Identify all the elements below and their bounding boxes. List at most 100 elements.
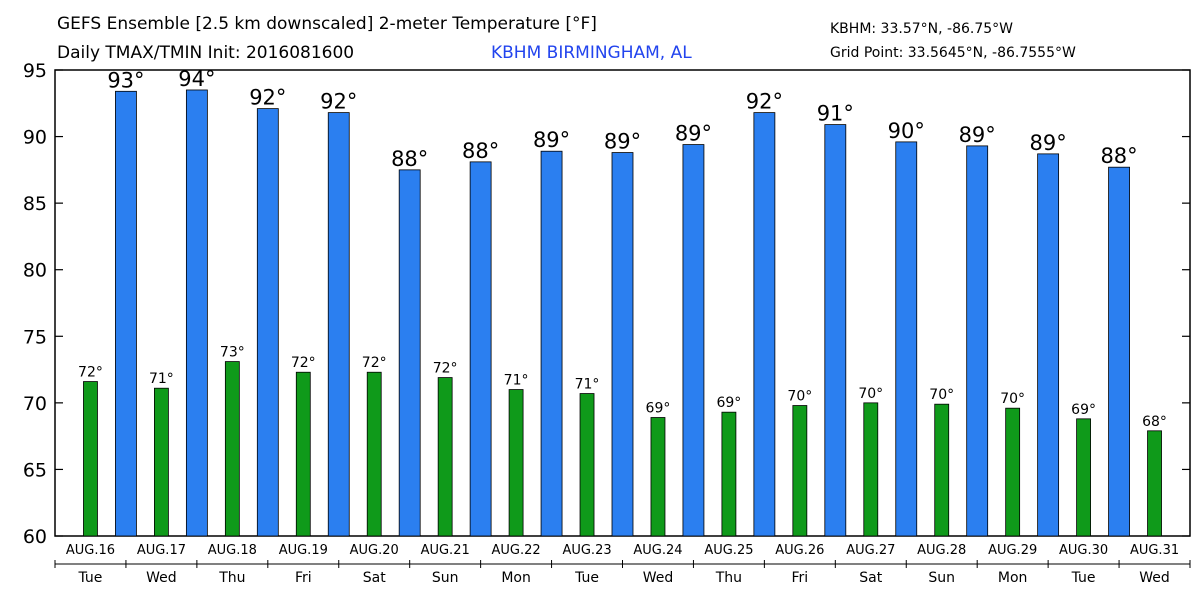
x-day-label: Thu (218, 570, 245, 586)
tmax-value-label: 89° (533, 128, 570, 152)
y-tick-label: 85 (23, 193, 47, 215)
tmin-value-label: 69° (1071, 402, 1096, 418)
chart-title: GEFS Ensemble [2.5 km downscaled] 2-mete… (57, 14, 597, 34)
x-date-label: AUG.29 (988, 543, 1037, 558)
tmax-value-label: 88° (391, 147, 428, 171)
tmax-bar (966, 145, 989, 537)
x-day-label: Mon (501, 570, 531, 586)
tmax-bar (256, 108, 279, 537)
tmin-bar (650, 417, 666, 537)
tmin-value-label: 72° (78, 365, 103, 381)
tmax-bar (327, 112, 350, 537)
tmax-value-label: 90° (888, 119, 925, 143)
x-date-label: AUG.22 (492, 543, 541, 558)
tmax-value-label: 89° (675, 122, 712, 146)
x-day-label: Sat (859, 570, 882, 586)
x-day-label: Tue (574, 570, 599, 586)
y-tick-label: 60 (23, 526, 47, 548)
tmin-bar (83, 381, 98, 537)
tmax-bar (895, 141, 918, 537)
tmin-value-label: 69° (646, 401, 671, 417)
x-day-label: Tue (78, 570, 103, 586)
tmin-bar (508, 389, 524, 537)
grid-point-coordinates: Grid Point: 33.5645°N, -86.7555°W (830, 45, 1076, 61)
tmax-bar (398, 169, 421, 537)
x-date-label: AUG.21 (421, 543, 470, 558)
tmin-value-label: 71° (504, 373, 529, 389)
chart-subtitle: Daily TMAX/TMIN Init: 2016081600 (57, 43, 355, 63)
tmin-bar (437, 377, 453, 537)
tmax-bar (1037, 153, 1060, 537)
x-day-label: Mon (998, 570, 1028, 586)
tmax-value-label: 91° (817, 102, 854, 126)
tmin-bar (295, 371, 311, 537)
tmax-bar (824, 124, 847, 537)
tmin-value-label: 72° (362, 355, 387, 371)
tmin-bar (934, 403, 950, 537)
x-date-label: AUG.19 (279, 543, 328, 558)
tmin-value-label: 71° (575, 377, 600, 393)
x-day-label: Wed (146, 570, 177, 586)
tmax-value-label: 89° (604, 130, 641, 154)
x-day-label: Wed (1139, 570, 1170, 586)
x-date-label: AUG.25 (704, 543, 753, 558)
tmin-bar (1076, 418, 1091, 537)
y-tick-label: 95 (23, 60, 47, 82)
y-tick-label: 70 (23, 393, 47, 415)
tmin-bar (1005, 407, 1021, 537)
x-day-label: Fri (295, 570, 312, 586)
station-name: KBHM BIRMINGHAM, AL (491, 43, 692, 63)
x-day-label: Sat (363, 570, 386, 586)
tmin-bar (721, 411, 737, 537)
x-date-label: AUG.20 (350, 543, 399, 558)
x-date-label: AUG.26 (775, 543, 824, 558)
tmin-value-label: 72° (433, 361, 458, 377)
x-date-label: AUG.16 (66, 543, 115, 558)
tmin-value-label: 69° (716, 395, 741, 411)
y-tick-label: 90 (23, 127, 47, 149)
x-date-label: AUG.18 (208, 543, 257, 558)
tmin-bar (863, 402, 879, 537)
x-day-label: Thu (715, 570, 742, 586)
tmax-bar (469, 161, 492, 537)
tmin-bar (224, 361, 240, 537)
tmin-value-label: 70° (858, 386, 883, 402)
tmin-bar (154, 387, 169, 537)
tmax-bar (115, 90, 137, 537)
tmin-value-label: 72° (291, 355, 316, 371)
tmin-value-label: 68° (1142, 414, 1167, 430)
tmax-value-label: 92° (320, 90, 357, 114)
tmax-value-label: 92° (746, 90, 783, 114)
tmin-value-label: 71° (149, 371, 174, 387)
x-date-label: AUG.30 (1059, 543, 1108, 558)
tmax-value-label: 88° (462, 139, 499, 163)
tmin-bar (1147, 430, 1162, 537)
x-date-label: AUG.17 (137, 543, 186, 558)
x-day-label: Fri (792, 570, 809, 586)
x-day-label: Sun (928, 570, 955, 586)
tmin-bar (366, 371, 382, 537)
tmax-bar (753, 112, 776, 537)
tmax-bar (1108, 166, 1130, 537)
tmax-value-label: 89° (1030, 131, 1067, 155)
x-date-label: AUG.27 (846, 543, 895, 558)
x-day-label: Tue (1071, 570, 1096, 586)
tmin-value-label: 70° (929, 387, 954, 403)
tmax-value-label: 94° (178, 67, 215, 91)
tmin-value-label: 70° (1000, 391, 1025, 407)
tmax-value-label: 92° (249, 86, 286, 110)
tmax-bar (682, 144, 705, 537)
station-coordinates: KBHM: 33.57°N, -86.75°W (830, 21, 1013, 37)
tmax-bar (611, 152, 634, 537)
x-date-label: AUG.23 (562, 543, 611, 558)
x-date-label: AUG.28 (917, 543, 966, 558)
x-day-label: Wed (643, 570, 674, 586)
tmax-bar (185, 89, 208, 537)
tmax-value-label: 88° (1100, 144, 1137, 168)
tmax-value-label: 93° (107, 68, 144, 92)
tmin-value-label: 73° (220, 345, 245, 361)
x-date-label: AUG.24 (633, 543, 682, 558)
tmin-bar (579, 393, 595, 537)
y-tick-label: 75 (23, 326, 47, 348)
